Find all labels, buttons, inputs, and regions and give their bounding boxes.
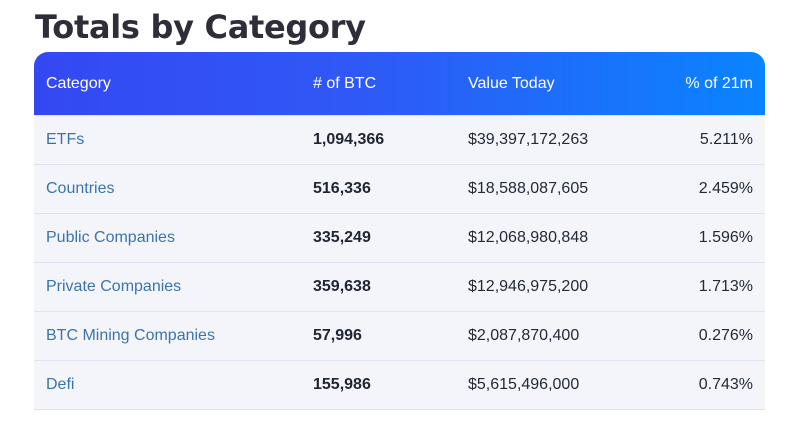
table-row: Private Companies 359,638 $12,946,975,20… (34, 263, 765, 312)
percent-of-21m: 2.459% (698, 180, 753, 197)
value-today: $12,068,980,848 (468, 229, 589, 246)
value-today: $2,087,870,400 (468, 327, 580, 344)
table-body: ETFs 1,094,366 $39,397,172,263 5.211% Co… (34, 115, 765, 410)
page-title: Totals by Category (35, 8, 366, 46)
percent-of-21m: 0.276% (698, 327, 753, 344)
btc-amount: 516,336 (313, 180, 371, 197)
category-link[interactable]: ETFs (46, 131, 85, 148)
btc-amount: 359,638 (313, 278, 371, 295)
table-row: BTC Mining Companies 57,996 $2,087,870,4… (34, 312, 765, 361)
table-row: Public Companies 335,249 $12,068,980,848… (34, 214, 765, 263)
percent-of-21m: 0.743% (698, 376, 753, 393)
value-today: $12,946,975,200 (468, 278, 589, 295)
percent-of-21m: 5.211% (699, 131, 753, 148)
category-link[interactable]: Countries (46, 180, 115, 197)
category-link[interactable]: Public Companies (46, 229, 175, 246)
table-header: Category # of BTC Value Today % of 21m (34, 52, 765, 115)
header-category[interactable]: Category (46, 74, 111, 92)
value-today: $18,588,087,605 (468, 180, 589, 197)
btc-amount: 57,996 (313, 327, 362, 344)
category-link[interactable]: Private Companies (46, 278, 182, 295)
value-today: $5,615,496,000 (468, 376, 580, 393)
category-link[interactable]: BTC Mining Companies (46, 327, 215, 344)
category-link[interactable]: Defi (46, 376, 75, 393)
btc-amount: 155,986 (313, 376, 371, 393)
btc-amount: 1,094,366 (313, 131, 385, 148)
btc-amount: 335,249 (313, 229, 371, 246)
table-row: Countries 516,336 $18,588,087,605 2.459% (34, 165, 765, 214)
header-btc[interactable]: # of BTC (313, 74, 377, 92)
percent-of-21m: 1.596% (698, 229, 753, 246)
header-pct[interactable]: % of 21m (685, 74, 753, 92)
table-row: Defi 155,986 $5,615,496,000 0.743% (34, 361, 765, 410)
value-today: $39,397,172,263 (468, 131, 589, 148)
totals-table: Category # of BTC Value Today % of 21m E… (34, 52, 765, 410)
header-value[interactable]: Value Today (468, 74, 555, 92)
table-row: ETFs 1,094,366 $39,397,172,263 5.211% (34, 115, 765, 165)
percent-of-21m: 1.713% (698, 278, 753, 295)
